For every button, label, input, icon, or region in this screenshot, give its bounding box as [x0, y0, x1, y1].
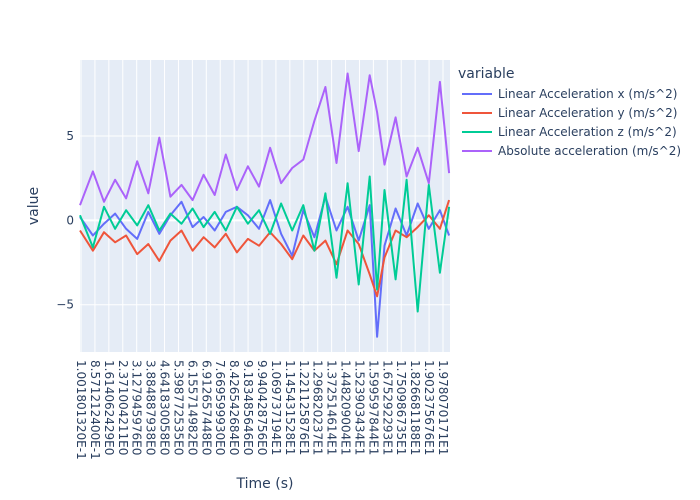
x-tick-label: 1.826681188E1: [408, 360, 422, 455]
legend[interactable]: variable Linear Acceleration x (m/s^2) Li…: [458, 66, 681, 158]
x-tick-label: 1.145431528E1: [283, 360, 297, 455]
legend-label: Linear Acceleration x (m/s^2): [498, 87, 677, 101]
y-tick-labels: −5 0 5: [56, 129, 74, 312]
x-tick-label: 8.426542684E0: [227, 360, 241, 455]
series-line-4: [79, 72, 451, 206]
y-tick-label: −5: [56, 298, 74, 312]
x-tick-labels: 1.001801320E-1 8.571212400E-1 1.614062429E…: [74, 360, 450, 460]
legend-label: Absolute acceleration (m/s^2): [498, 144, 681, 158]
x-tick-label: 1.001801320E-1: [74, 360, 88, 460]
x-tick-label: 1.296820237E1: [311, 360, 325, 455]
x-tick-label: 1.523903434E1: [352, 360, 366, 455]
x-tick-label: 4.641830058E0: [158, 360, 172, 455]
series-group: [79, 72, 451, 338]
x-tick-label: 3.127945976E0: [130, 360, 144, 455]
x-tick-label: 1.978070171E1: [436, 360, 450, 455]
x-tick-label: 2.371004211E0: [116, 360, 130, 455]
x-axis-title: Time (s): [236, 476, 294, 492]
legend-item-3[interactable]: Linear Acceleration z (m/s^2): [462, 125, 677, 139]
x-tick-label: 1.599597844E1: [366, 360, 380, 455]
x-tick-label: 7.669599930E0: [213, 360, 227, 455]
series-line-3: [79, 175, 451, 313]
x-tick-label: 1.221125876E1: [297, 360, 311, 455]
legend-item-2[interactable]: Linear Acceleration y (m/s^2): [462, 106, 677, 120]
x-tick-label: 1.750986735E1: [394, 360, 408, 455]
legend-label: Linear Acceleration y (m/s^2): [498, 106, 677, 120]
x-tick-label: 1.675292293E1: [380, 360, 394, 455]
x-tick-label: 1.448209004E1: [339, 360, 353, 455]
x-tick-label: 9.940428756E0: [255, 360, 269, 455]
x-tick-label: 9.183485646E0: [241, 360, 255, 455]
x-tick-label: 3.884887938E0: [144, 360, 158, 455]
y-tick-label: 0: [66, 213, 74, 227]
grid: [80, 60, 450, 352]
legend-item-4[interactable]: Absolute acceleration (m/s^2): [462, 144, 681, 158]
y-axis-title: value: [26, 187, 42, 225]
legend-title: variable: [458, 66, 514, 82]
legend-label: Linear Acceleration z (m/s^2): [498, 125, 677, 139]
y-tick-label: 5: [66, 129, 74, 143]
x-tick-label: 8.571212400E-1: [88, 360, 102, 460]
x-tick-label: 6.155714982E0: [185, 360, 199, 455]
x-tick-label: 5.398772535E0: [171, 360, 185, 455]
legend-item-1[interactable]: Linear Acceleration x (m/s^2): [462, 87, 677, 101]
x-tick-label: 1.069737194E1: [269, 360, 283, 455]
x-tick-label: 1.614062429E0: [102, 360, 116, 455]
x-tick-label: 1.902375676E1: [422, 360, 436, 455]
x-tick-label: 6.912657448E0: [199, 360, 213, 455]
series-line-1: [79, 195, 451, 338]
x-tick-label: 1.372514614E1: [325, 360, 339, 455]
plot-background: [80, 60, 450, 352]
